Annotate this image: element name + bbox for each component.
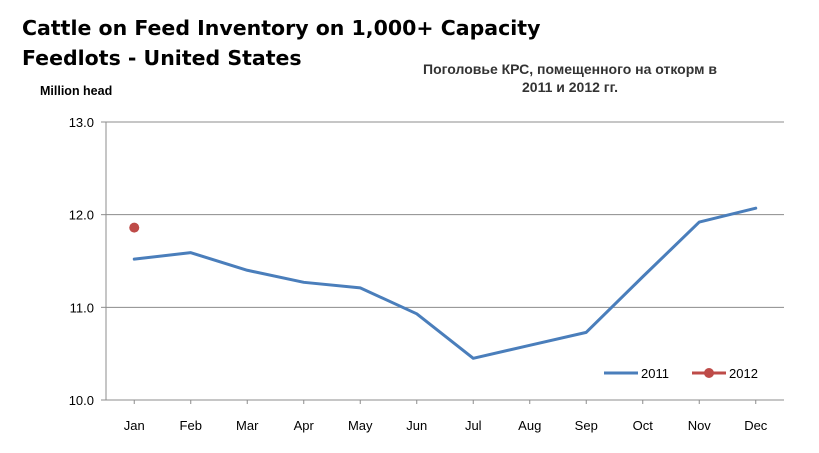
legend-label: 2012 [729, 366, 758, 381]
data-point-2012 [129, 222, 140, 233]
x-tick-label: Mar [236, 418, 259, 433]
y-tick-label: 11.0 [70, 300, 94, 315]
x-tick-label: Jul [465, 418, 482, 433]
x-tick-label: Dec [744, 418, 768, 433]
y-axis-label: Million head [40, 84, 113, 98]
x-tick-label: Aug [518, 418, 541, 433]
series-line-2011 [132, 206, 758, 360]
x-tick-label: Oct [633, 418, 654, 433]
chart-title: Cattle on Feed Inventory on 1,000+ Capac… [22, 13, 540, 73]
x-tick-label: Nov [688, 418, 712, 433]
y-tick-label: 12.0 [69, 208, 94, 223]
chart-subtitle-line-2: 2011 и 2012 гг. [522, 79, 618, 95]
x-tick-label: Sep [575, 418, 598, 433]
legend-label: 2011 [641, 366, 669, 381]
chart-title-line-2: Feedlots - United States [22, 46, 302, 70]
y-tick-label: 13.0 [69, 115, 94, 130]
chart-subtitle: Поголовье КРС, помещенного на откорм в 2… [380, 60, 760, 96]
x-tick-label: May [348, 418, 373, 433]
x-tick-label: Apr [294, 418, 315, 433]
x-tick-label: Jan [124, 418, 145, 433]
y-tick-label: 10.0 [69, 393, 94, 408]
chart-subtitle-line-1: Поголовье КРС, помещенного на откорм в [423, 61, 717, 77]
x-tick-label: Feb [180, 418, 202, 433]
chart-title-line-1: Cattle on Feed Inventory on 1,000+ Capac… [22, 16, 541, 40]
x-tick-label: Jun [406, 418, 427, 433]
legend-marker-2012 [704, 368, 714, 378]
